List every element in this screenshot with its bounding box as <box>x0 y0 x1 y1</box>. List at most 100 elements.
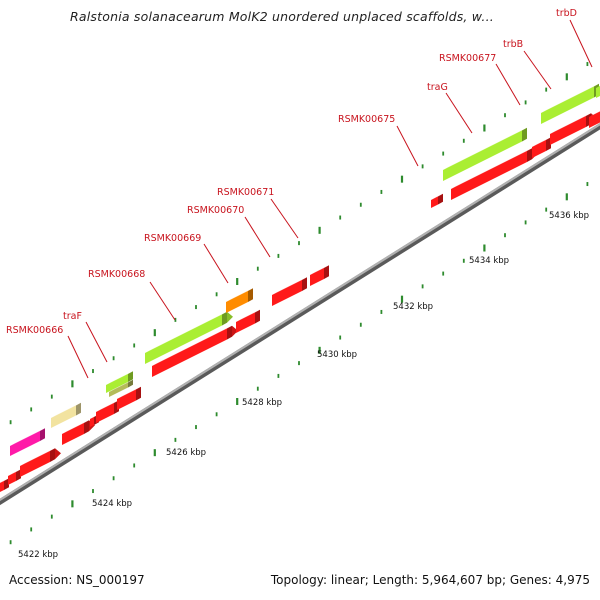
magenta-gene-block <box>10 428 45 456</box>
red-gene-block <box>589 111 600 128</box>
block-end <box>227 325 232 340</box>
block-arrow <box>55 448 61 460</box>
gene-label: RSMK00671 <box>217 187 274 198</box>
scale-label: 5434 kbp <box>469 256 509 266</box>
gene-label-leader <box>445 92 473 134</box>
block-top <box>451 148 532 189</box>
block-end <box>76 402 81 416</box>
block-end <box>50 448 55 462</box>
gene-label: RSMK00669 <box>144 233 201 244</box>
block-top <box>550 113 591 134</box>
gene-label-leader <box>523 50 552 90</box>
block-front <box>106 374 128 393</box>
block-front <box>62 423 84 445</box>
gene-label: traG <box>427 82 448 93</box>
red-gene-block <box>117 386 141 410</box>
gene-label-leader <box>396 125 419 167</box>
block-top <box>431 193 443 200</box>
block-front <box>596 86 600 98</box>
gene-label-leader <box>67 335 89 379</box>
block-end <box>128 379 133 388</box>
block-front <box>541 86 594 124</box>
gene-label-leader <box>203 243 229 284</box>
block-front <box>451 151 527 200</box>
block-front <box>272 280 302 306</box>
block-top <box>10 428 45 446</box>
red-gene-block <box>310 265 329 286</box>
red-gene-block <box>431 193 443 208</box>
block-front <box>431 196 438 208</box>
lime-gene-block <box>443 127 527 181</box>
block-front <box>20 451 50 477</box>
block-end <box>255 309 260 324</box>
gene-label-leader <box>270 198 299 239</box>
block-top <box>20 448 55 466</box>
block-top <box>109 379 133 392</box>
block-end <box>222 311 227 326</box>
block-end <box>40 428 45 441</box>
scale-label: 5430 kbp <box>317 350 357 360</box>
block-top <box>0 478 9 483</box>
block-top <box>541 83 599 113</box>
block-top <box>51 402 81 418</box>
block-top <box>443 127 527 170</box>
block-arrow <box>227 311 233 323</box>
block-top <box>589 111 600 117</box>
scale-label: 5436 kbp <box>549 211 589 221</box>
red-gene-block <box>0 478 9 492</box>
block-front <box>152 328 227 377</box>
block-end <box>527 148 532 162</box>
block-front <box>117 389 136 410</box>
block-front <box>310 268 324 286</box>
block-end <box>324 265 329 279</box>
block-top <box>310 265 329 275</box>
khaki-gene-block <box>51 402 81 428</box>
block-top <box>596 85 600 88</box>
block-front <box>0 481 4 492</box>
block-front <box>51 405 76 428</box>
block-end <box>438 193 443 205</box>
red-gene-block <box>532 137 551 158</box>
gene-label-leader <box>569 19 593 68</box>
block-top <box>96 400 119 412</box>
block-top <box>236 309 260 322</box>
scale-label: 5426 kbp <box>166 448 206 458</box>
block-front <box>550 116 586 145</box>
block-front <box>145 314 222 364</box>
block-end <box>522 127 527 142</box>
block-end <box>546 137 551 151</box>
scale-label: 5432 kbp <box>393 302 433 312</box>
block-front <box>443 130 522 181</box>
scale-label: 5428 kbp <box>242 398 282 408</box>
backbone <box>0 122 600 502</box>
red-gene-block <box>20 448 61 477</box>
accession-text: Accession: NS_000197 <box>9 573 145 587</box>
gene-label: RSMK00668 <box>88 269 145 280</box>
orange-gene-block <box>226 288 253 313</box>
block-arrow <box>232 325 238 337</box>
gene-label: traF <box>63 311 82 322</box>
block-front <box>589 111 600 128</box>
block-end <box>16 469 21 481</box>
block-top <box>62 420 89 434</box>
block-top <box>117 386 141 399</box>
block-top <box>272 277 307 295</box>
gene-label: RSMK00666 <box>6 325 63 336</box>
red-gene-block <box>272 277 307 306</box>
block-front <box>226 291 248 313</box>
gene-label: RSMK00670 <box>187 205 244 216</box>
topology-text: Topology: linear; Length: 5,964,607 bp; … <box>270 573 590 587</box>
block-end <box>84 420 89 434</box>
gene-label: RSMK00675 <box>338 114 395 125</box>
gene-label-leader <box>244 216 271 258</box>
block-end <box>248 288 253 302</box>
gene-label-leader <box>149 281 176 321</box>
block-front <box>96 403 114 423</box>
map-title: Ralstonia solanacearum MolK2 unordered u… <box>70 9 494 24</box>
block-top <box>152 325 232 366</box>
block-end <box>4 478 9 490</box>
block-top <box>106 371 133 385</box>
backbone-shadow <box>0 123 600 506</box>
block-end <box>302 277 307 291</box>
lime-gene-block <box>106 371 133 393</box>
